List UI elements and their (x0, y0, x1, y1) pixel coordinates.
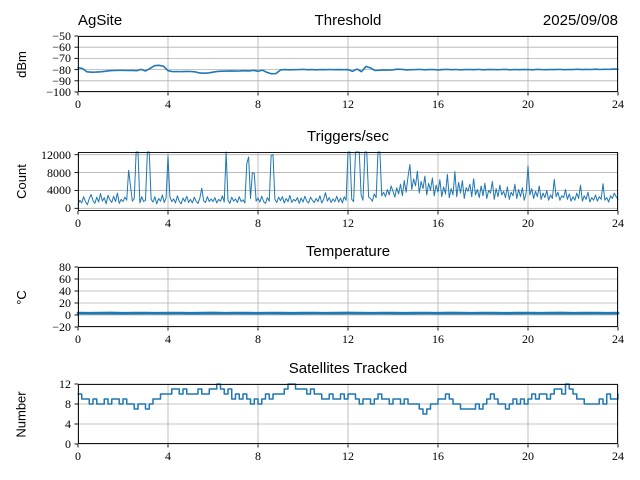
y-tick-label: −80 (52, 62, 71, 77)
y-tick-label: 4000 (47, 183, 71, 198)
x-tick-label: 24 (612, 449, 624, 463)
subplot-threshold-title-row: AgSite Threshold 2025/09/08 (78, 12, 618, 32)
temperature-plot (74, 266, 620, 331)
x-tick-label: 20 (522, 216, 534, 230)
y-tick-label: 0 (65, 437, 71, 451)
plot-frame (78, 384, 618, 444)
y-tick-label: −100 (46, 85, 71, 99)
x-tick-label: 24 (612, 332, 624, 346)
y-tick-label: 4 (65, 417, 71, 431)
y-tick-label: 40 (59, 284, 71, 298)
x-tick-label: 16 (432, 216, 444, 230)
y-tick-label: −70 (52, 51, 71, 66)
threshold-plot (74, 35, 619, 96)
x-tick-label: 24 (612, 216, 624, 230)
x-tick-label: 12 (342, 97, 354, 111)
plot-frame (78, 36, 618, 92)
subplot-satellites-ylabel-box: Number (0, 384, 42, 444)
subplot-triggers-title: Triggers/sec (307, 128, 389, 145)
subplot-temperature-title: Temperature (305, 243, 391, 260)
x-tick-label: 0 (75, 332, 81, 346)
y-tick-label: 8 (65, 397, 71, 411)
x-tick-label: 12 (342, 449, 354, 463)
x-tick-label: 20 (522, 332, 534, 346)
y-tick-label: 80 (59, 260, 71, 274)
data-line (77, 383, 619, 415)
plot-frame (78, 267, 618, 327)
x-tick-label: 20 (522, 449, 534, 463)
x-tick-label: 0 (75, 449, 81, 463)
y-tick-label: 0 (65, 201, 71, 216)
y-tick-label: −20 (52, 320, 71, 334)
y-tick-label: 0 (65, 308, 71, 322)
y-tick-label: 12000 (41, 147, 71, 162)
x-tick-label: 0 (75, 97, 81, 111)
y-tick-label: −90 (52, 73, 71, 88)
data-line (77, 64, 619, 75)
subplot-threshold-title-left: AgSite (78, 12, 123, 29)
subplot-triggers-title-row: Triggers/sec (78, 128, 618, 148)
x-tick-label: 8 (255, 449, 261, 463)
x-tick-label: 4 (165, 216, 171, 230)
x-tick-label: 12 (342, 216, 354, 230)
x-tick-label: 8 (255, 332, 261, 346)
subplot-temperature-title-row: Temperature (78, 243, 618, 263)
triggers-plot (74, 151, 619, 215)
x-tick-label: 16 (432, 449, 444, 463)
y-tick-label: −50 (52, 29, 71, 43)
subplot-threshold-title-right: 2025/09/08 (542, 12, 618, 29)
x-tick-label: 16 (432, 332, 444, 346)
y-tick-label: 20 (59, 296, 71, 310)
x-tick-label: 4 (165, 97, 171, 111)
y-tick-label: 60 (59, 272, 71, 286)
subplot-threshold-title: Threshold (314, 12, 382, 29)
plot-frame (78, 152, 618, 211)
y-tick-label: −60 (52, 40, 71, 55)
x-tick-label: 0 (75, 216, 81, 230)
x-tick-label: 12 (342, 332, 354, 346)
data-line (77, 151, 619, 206)
x-tick-label: 4 (165, 449, 171, 463)
x-tick-label: 16 (432, 97, 444, 111)
x-tick-label: 20 (522, 97, 534, 111)
y-tick-label: 8000 (47, 165, 71, 180)
x-tick-label: 24 (612, 97, 624, 111)
satellites-plot (74, 383, 619, 448)
subplot-satellites-title-row: Satellites Tracked (78, 360, 618, 380)
x-tick-label: 8 (255, 97, 261, 111)
x-tick-label: 8 (255, 216, 261, 230)
y-tick-label: 12 (59, 377, 71, 391)
x-tick-label: 4 (165, 332, 171, 346)
subplot-satellites-title: Satellites Tracked (288, 360, 408, 377)
